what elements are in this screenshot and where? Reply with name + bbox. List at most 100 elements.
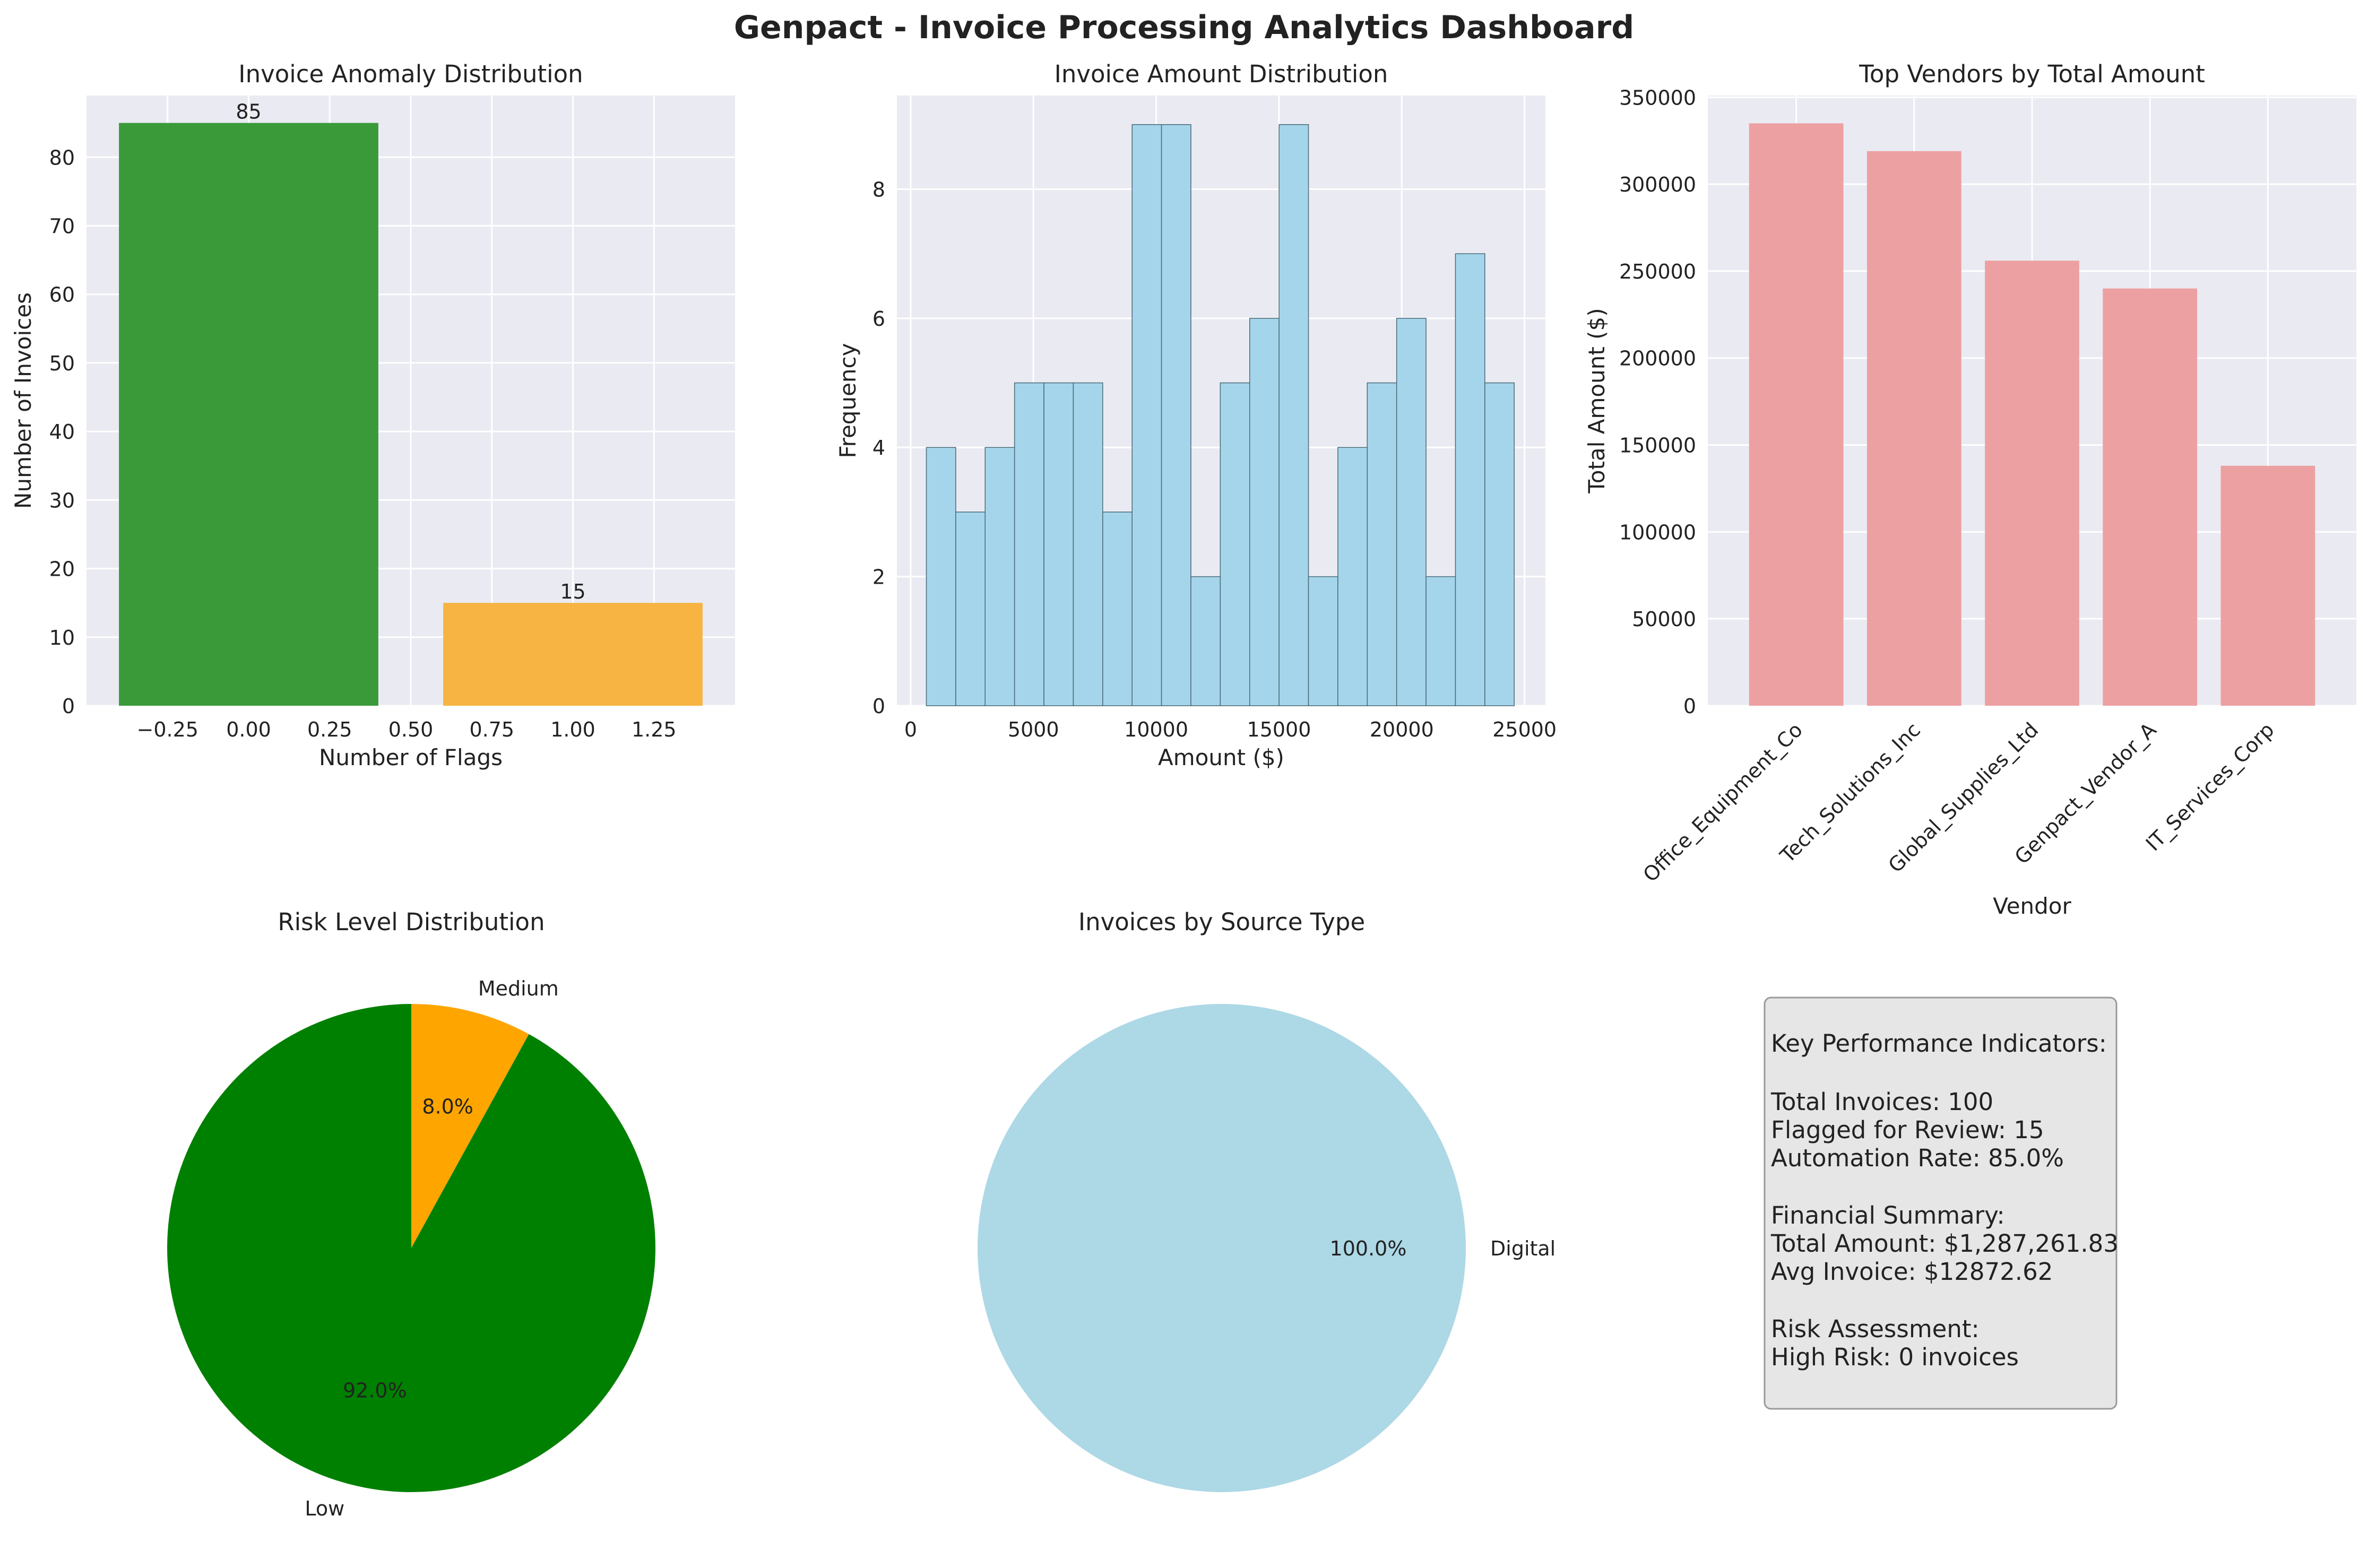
chart-title: Invoices by Source Type [1078,908,1365,936]
pct-label: 100.0% [1330,1237,1407,1260]
y-tick-label: 40 [49,420,75,444]
y-tick-label: 30 [49,489,75,512]
data-label: 85 [236,100,261,124]
x-axis-label: Amount ($) [1158,744,1284,770]
dashboard-title: Genpact - Invoice Processing Analytics D… [734,9,1634,46]
x-tick-label: 10000 [1124,718,1188,741]
pie-slice [978,1004,1466,1492]
histogram-bar [1367,382,1397,706]
y-tick-label: 300000 [1619,173,1696,196]
y-axis-label: Total Amount ($) [1584,308,1610,493]
y-tick-label: 50 [49,352,75,375]
chart-title: Invoice Anomaly Distribution [238,60,583,88]
histogram-bar [926,447,956,706]
histogram-bar [1131,124,1162,706]
y-tick-label: 6 [872,307,885,331]
x-axis-label: Vendor [1993,893,2071,919]
x-tick-label: 1.00 [550,718,595,741]
kpi-line: Key Performance Indicators: [1771,1029,2107,1058]
pct-label: 92.0% [343,1379,407,1402]
data-label: 15 [560,580,585,603]
kpi-line: Automation Rate: 85.0% [1771,1144,2064,1172]
y-tick-label: 60 [49,283,75,307]
kpi-line: Total Amount: $1,287,261.83 [1770,1229,2119,1258]
x-tick-label: 0.50 [388,718,434,741]
y-tick-label: 150000 [1619,434,1696,457]
histogram-bar [955,512,986,706]
x-tick-label: 0.25 [307,718,352,741]
pie-slice [411,1004,529,1248]
pct-label: 8.0% [422,1095,473,1119]
bar [2220,465,2315,706]
kpi-line: Total Invoices: 100 [1770,1088,1993,1116]
kpi-line: Financial Summary: [1771,1201,2005,1229]
histogram-bar [1455,253,1485,706]
x-tick-label: 0.75 [469,718,514,741]
y-tick-label: 4 [872,436,885,460]
slice-label: Medium [478,977,559,1000]
bar [1749,123,1844,706]
histogram-bar [1396,318,1427,706]
histogram-bar [1102,512,1133,706]
histogram-bar [1337,447,1368,706]
kpi-line: Avg Invoice: $12872.62 [1771,1258,2053,1286]
chart-title: Top Vendors by Total Amount [1859,60,2205,88]
x-tick-label: 15000 [1247,718,1311,741]
source-pie-chart: Invoices by Source Type Digital 100.0% [978,908,1555,1492]
amount-histogram: Invoice Amount Distribution 0 2 4 6 8 0 5000 100… [835,60,1557,770]
y-axis-label: Number of Invoices [10,292,36,509]
histogram-bar [1043,382,1074,706]
kpi-box [1764,997,2118,1410]
y-tick-label: 70 [49,215,75,238]
y-tick-label: 350000 [1619,86,1696,109]
histogram-bar [1220,382,1250,706]
y-tick-label: 0 [872,695,885,718]
histogram-bar [1308,576,1338,706]
bar [1985,261,2079,706]
histogram-bar [1161,124,1191,706]
kpi-line: Flagged for Review: 15 [1771,1116,2044,1144]
pie-slice [167,1004,655,1492]
x-tick-label: 5000 [1008,718,1059,741]
x-tick-label: 0 [904,718,917,741]
histogram-bar [1484,382,1515,706]
y-tick-label: 0 [62,695,75,718]
x-tick-label: 0.00 [226,718,271,741]
x-tick-label: IT_Services_Corp [2141,718,2279,855]
x-tick-label: 20000 [1370,718,1434,741]
x-tick-label: 25000 [1492,718,1557,741]
histogram-bar [1073,382,1103,706]
y-tick-label: 80 [49,146,75,169]
y-tick-label: 250000 [1619,260,1696,283]
x-tick-label: −0.25 [137,718,198,741]
bar [1866,151,1961,706]
y-tick-label: 200000 [1619,347,1696,370]
x-tick-label: Office_Equipment_Co [1639,718,1807,886]
histogram-bar [984,447,1015,706]
histogram-bar [1425,576,1456,706]
x-axis-label: Number of Flags [319,744,503,770]
y-tick-label: 10 [49,626,75,649]
kpi-panel: Key Performance Indicators: Total Invoic… [1764,997,2119,1410]
histogram-bar [1014,382,1044,706]
y-tick-label: 0 [1683,695,1696,718]
bar [2103,288,2198,706]
risk-pie-chart: Risk Level Distribution Medium 8.0% Low 92.0… [167,908,655,1520]
bar [119,123,378,706]
histogram-bar [1190,576,1221,706]
bar [443,603,703,706]
anomaly-bar-chart: Invoice Anomaly Distribution 0 10 20 30 40 50 6… [10,60,735,770]
kpi-line: Risk Assessment: [1771,1315,1980,1343]
histogram-bar [1278,124,1309,706]
y-tick-label: 50000 [1632,608,1696,631]
y-axis-label: Frequency [835,343,861,458]
chart-title: Risk Level Distribution [278,908,545,936]
vendor-bar-chart: Top Vendors by Total Amount 0 50000 100000 1… [1584,60,2356,919]
y-tick-label: 100000 [1619,521,1696,544]
slice-label: Digital [1490,1237,1555,1260]
kpi-line: High Risk: 0 invoices [1771,1343,2019,1371]
histogram-bar [1249,318,1280,706]
chart-title: Invoice Amount Distribution [1055,60,1388,88]
x-tick-label: 1.25 [632,718,677,741]
